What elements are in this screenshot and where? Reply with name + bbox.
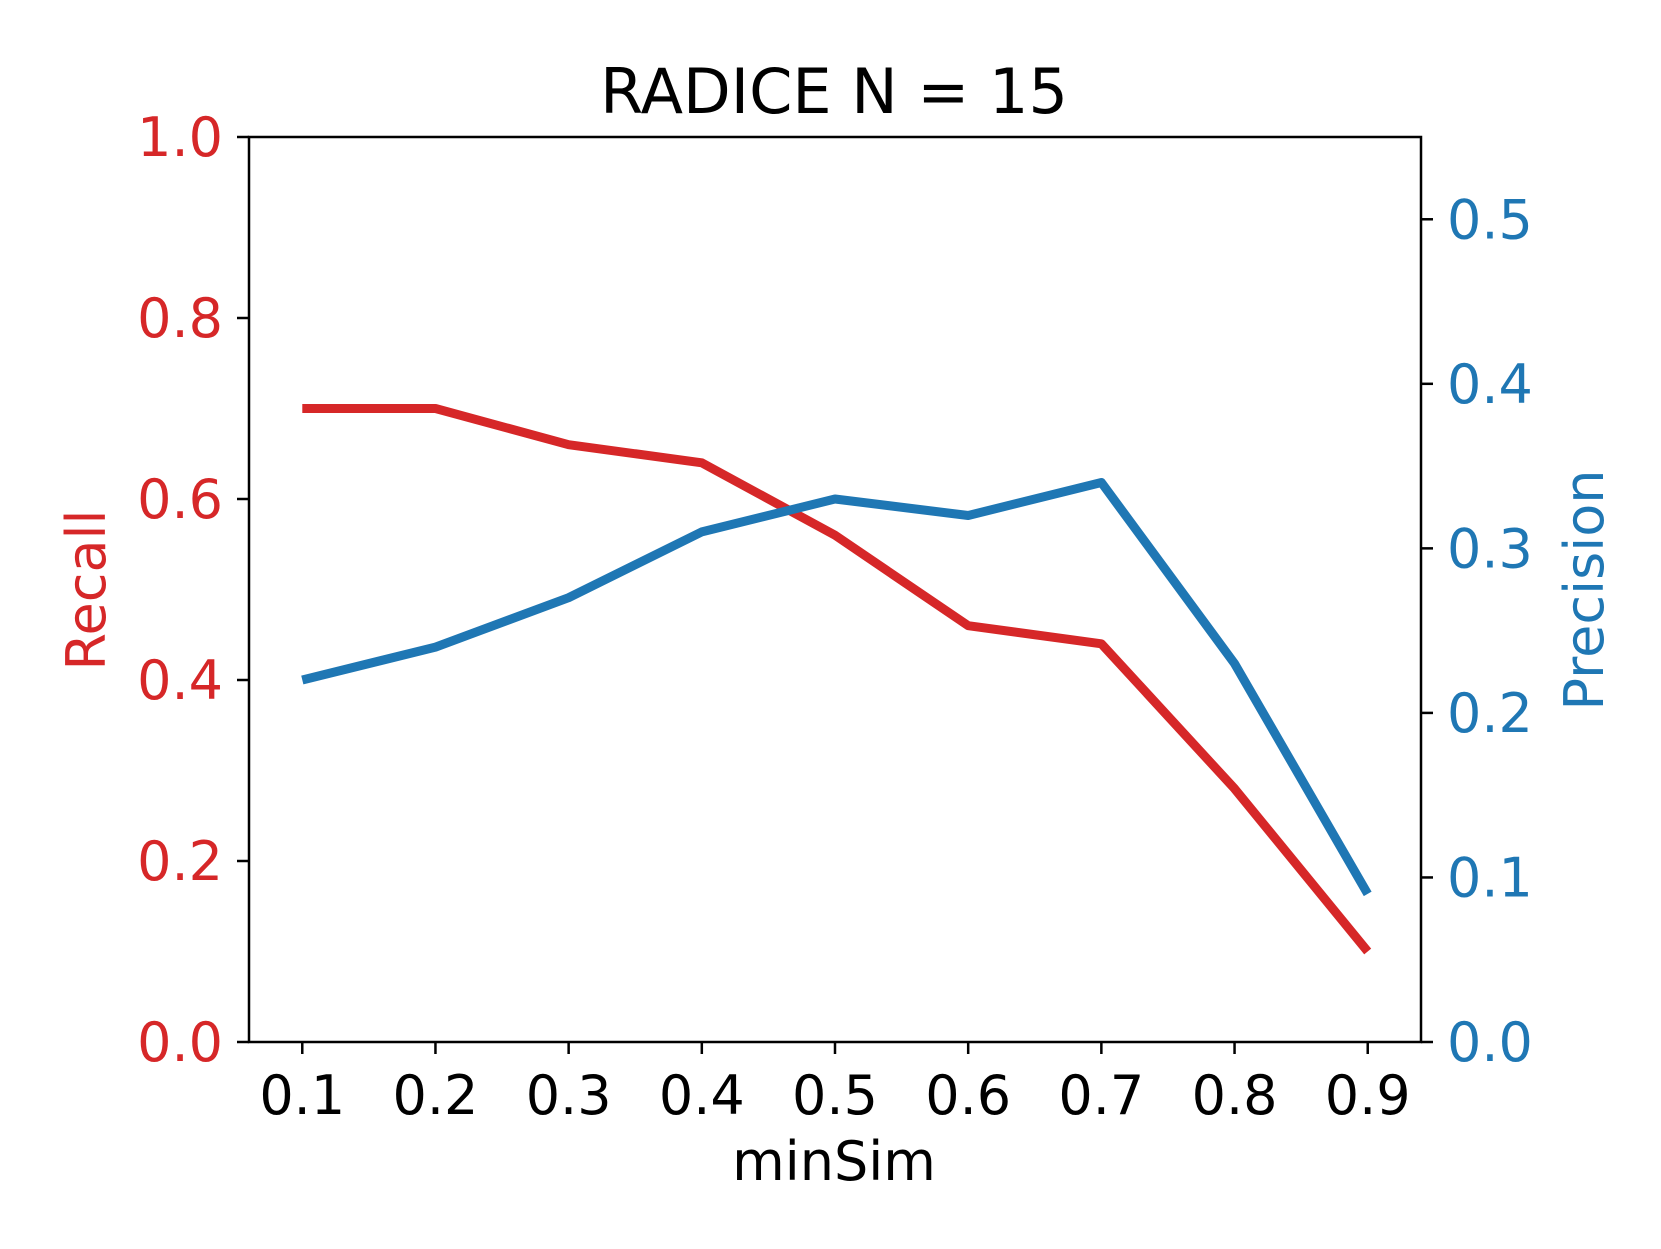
- y-tick-label-left: 0.0: [137, 1011, 223, 1074]
- x-tick-label: 0.6: [925, 1064, 1011, 1127]
- y-tick-label-left: 0.4: [137, 649, 223, 712]
- plot-frame: [247, 135, 1423, 1044]
- y-tick-label-left: 0.2: [137, 830, 223, 893]
- y-tick-label-right: 0.4: [1447, 353, 1533, 416]
- y-tick-label-right: 0.3: [1447, 517, 1533, 580]
- y-tick-label-left: 1.0: [137, 106, 223, 169]
- chart-title: RADICE N = 15: [600, 55, 1068, 128]
- y-tick-label-right: 0.2: [1447, 682, 1533, 745]
- x-tick-label: 0.8: [1192, 1064, 1278, 1127]
- x-tick-label: 0.7: [1058, 1064, 1144, 1127]
- series-line-left: [302, 404, 1372, 955]
- x-axis-label: minSim: [732, 1130, 936, 1193]
- x-tick-label: 0.9: [1325, 1064, 1411, 1127]
- y-axis-label-left: Recall: [55, 509, 118, 670]
- y-tick-label-right: 0.5: [1447, 188, 1533, 251]
- y-tick-label-right: 0.1: [1447, 846, 1533, 909]
- y-axis-label-right: Precision: [1553, 470, 1616, 711]
- x-tick-label: 0.4: [659, 1064, 745, 1127]
- series-line-right: [301, 478, 1372, 897]
- x-tick-label: 0.3: [526, 1064, 612, 1127]
- y-tick-label-left: 0.8: [137, 287, 223, 350]
- x-tick-label: 0.2: [393, 1064, 479, 1127]
- x-tick-label: 0.1: [259, 1064, 345, 1127]
- y-tick-label-left: 0.6: [137, 468, 223, 531]
- y-tick-label-right: 0.0: [1447, 1011, 1533, 1074]
- x-tick-label: 0.5: [792, 1064, 878, 1127]
